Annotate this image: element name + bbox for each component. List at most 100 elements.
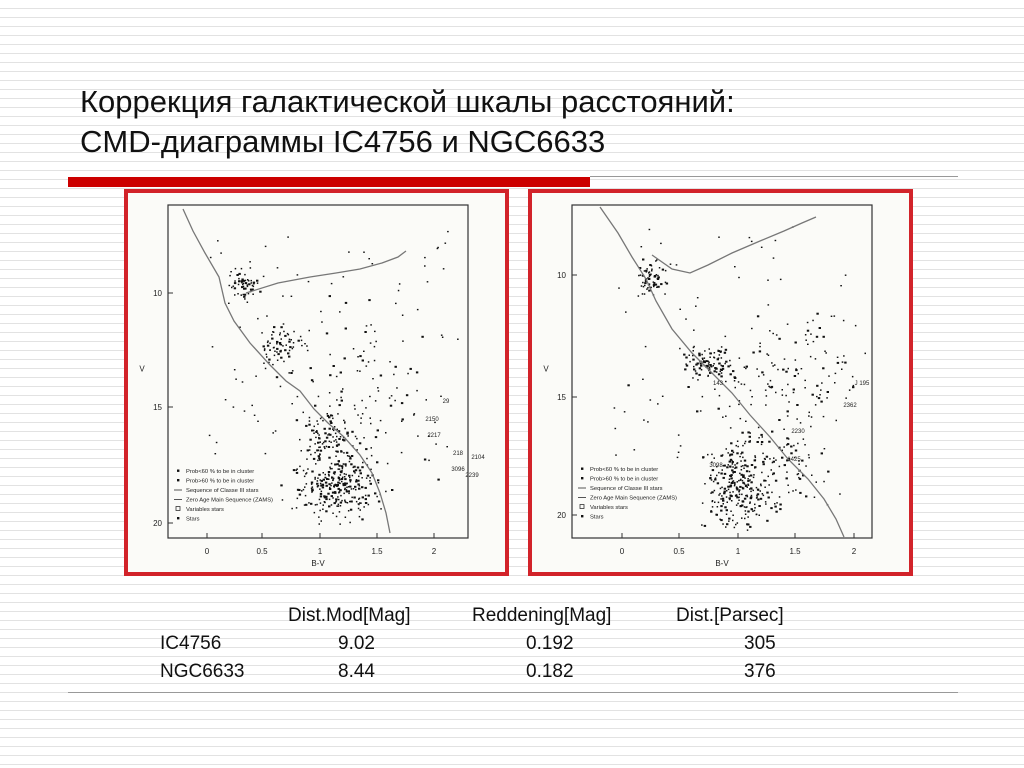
star-point (352, 445, 354, 447)
star-point (724, 352, 726, 354)
star-point (415, 371, 419, 374)
star-point (353, 496, 356, 499)
star-point (783, 464, 786, 467)
star-point (775, 391, 777, 394)
star-point (313, 425, 315, 428)
star-point (738, 499, 740, 501)
star-point (338, 464, 341, 467)
star-point (733, 526, 736, 529)
star-point (361, 518, 364, 521)
star-point (702, 358, 704, 360)
star-point (738, 479, 740, 482)
star-point (796, 404, 799, 406)
star-point (833, 315, 836, 317)
star-point (266, 315, 268, 317)
star-point (319, 482, 322, 485)
star-point (344, 516, 347, 518)
star-point (400, 402, 404, 405)
star-point (377, 390, 380, 392)
star-point (752, 510, 754, 512)
star-point (697, 379, 699, 381)
star-point (292, 469, 296, 472)
star-point (770, 469, 772, 471)
star-point (330, 422, 333, 424)
star-point (814, 358, 817, 360)
star-point (709, 364, 712, 366)
star-point (720, 519, 723, 522)
star-point (334, 463, 337, 466)
star-point (699, 362, 702, 365)
star-point (296, 488, 300, 491)
star-point (708, 348, 710, 350)
star-point (311, 486, 314, 488)
star-point (352, 488, 355, 490)
star-point (336, 435, 338, 438)
cmd-right-zams-curve (599, 206, 845, 538)
star-point (676, 456, 679, 459)
star-point (756, 441, 759, 443)
star-point (653, 283, 655, 285)
star-point (767, 354, 770, 356)
star-point (802, 438, 805, 440)
star-point (237, 293, 239, 295)
star-point (305, 503, 308, 506)
star-point (718, 236, 720, 238)
star-point (390, 395, 393, 397)
star-point (233, 369, 236, 371)
star-point (797, 442, 799, 445)
star-point (318, 516, 320, 518)
star-point (361, 466, 364, 469)
star-point (703, 524, 707, 527)
star-point (333, 440, 335, 442)
star-point (685, 363, 687, 365)
star-point (685, 318, 687, 320)
star-point (779, 503, 782, 506)
star-point (325, 495, 328, 498)
star-point (722, 465, 725, 467)
star-point (805, 339, 807, 341)
star-point (660, 283, 663, 286)
star-point (737, 502, 739, 505)
star-point (371, 263, 374, 265)
star-point (658, 267, 661, 269)
star-point (364, 494, 367, 497)
star-point (240, 267, 243, 270)
star-point (754, 467, 756, 469)
star-point (720, 364, 722, 367)
star-point (296, 395, 299, 398)
star-point (826, 397, 828, 399)
star-point (775, 334, 778, 336)
cmd-right-x-tick-label: 1.5 (789, 547, 801, 556)
star-point (749, 501, 751, 503)
star-point (341, 499, 343, 502)
star-point (718, 494, 720, 496)
star-point (323, 495, 326, 498)
star-point (834, 372, 837, 375)
star-point (332, 436, 334, 438)
cmd-left-star-id-label: 2217 (427, 433, 441, 439)
star-point (717, 407, 720, 410)
star-point (725, 415, 727, 417)
star-point (638, 267, 642, 269)
cmd-right-plot-frame (571, 204, 873, 539)
star-point (787, 457, 791, 460)
star-point (711, 491, 714, 494)
star-point (651, 268, 653, 270)
cmd-right-star-id-label: 1425 (787, 457, 801, 463)
star-point (747, 516, 749, 518)
star-point (350, 455, 354, 457)
star-point (793, 375, 797, 377)
legend-entry-label: Variables stars (186, 507, 224, 513)
star-point (345, 501, 347, 504)
star-point (760, 246, 763, 248)
star-point (253, 283, 255, 285)
star-point (799, 422, 802, 424)
star-point (362, 461, 364, 464)
star-point (778, 337, 781, 340)
cmd-left-y-tick-label: 15 (153, 403, 162, 412)
star-point (693, 368, 696, 371)
star-point (764, 486, 766, 488)
star-point (783, 428, 785, 430)
star-point (692, 350, 694, 352)
star-point (790, 452, 793, 455)
